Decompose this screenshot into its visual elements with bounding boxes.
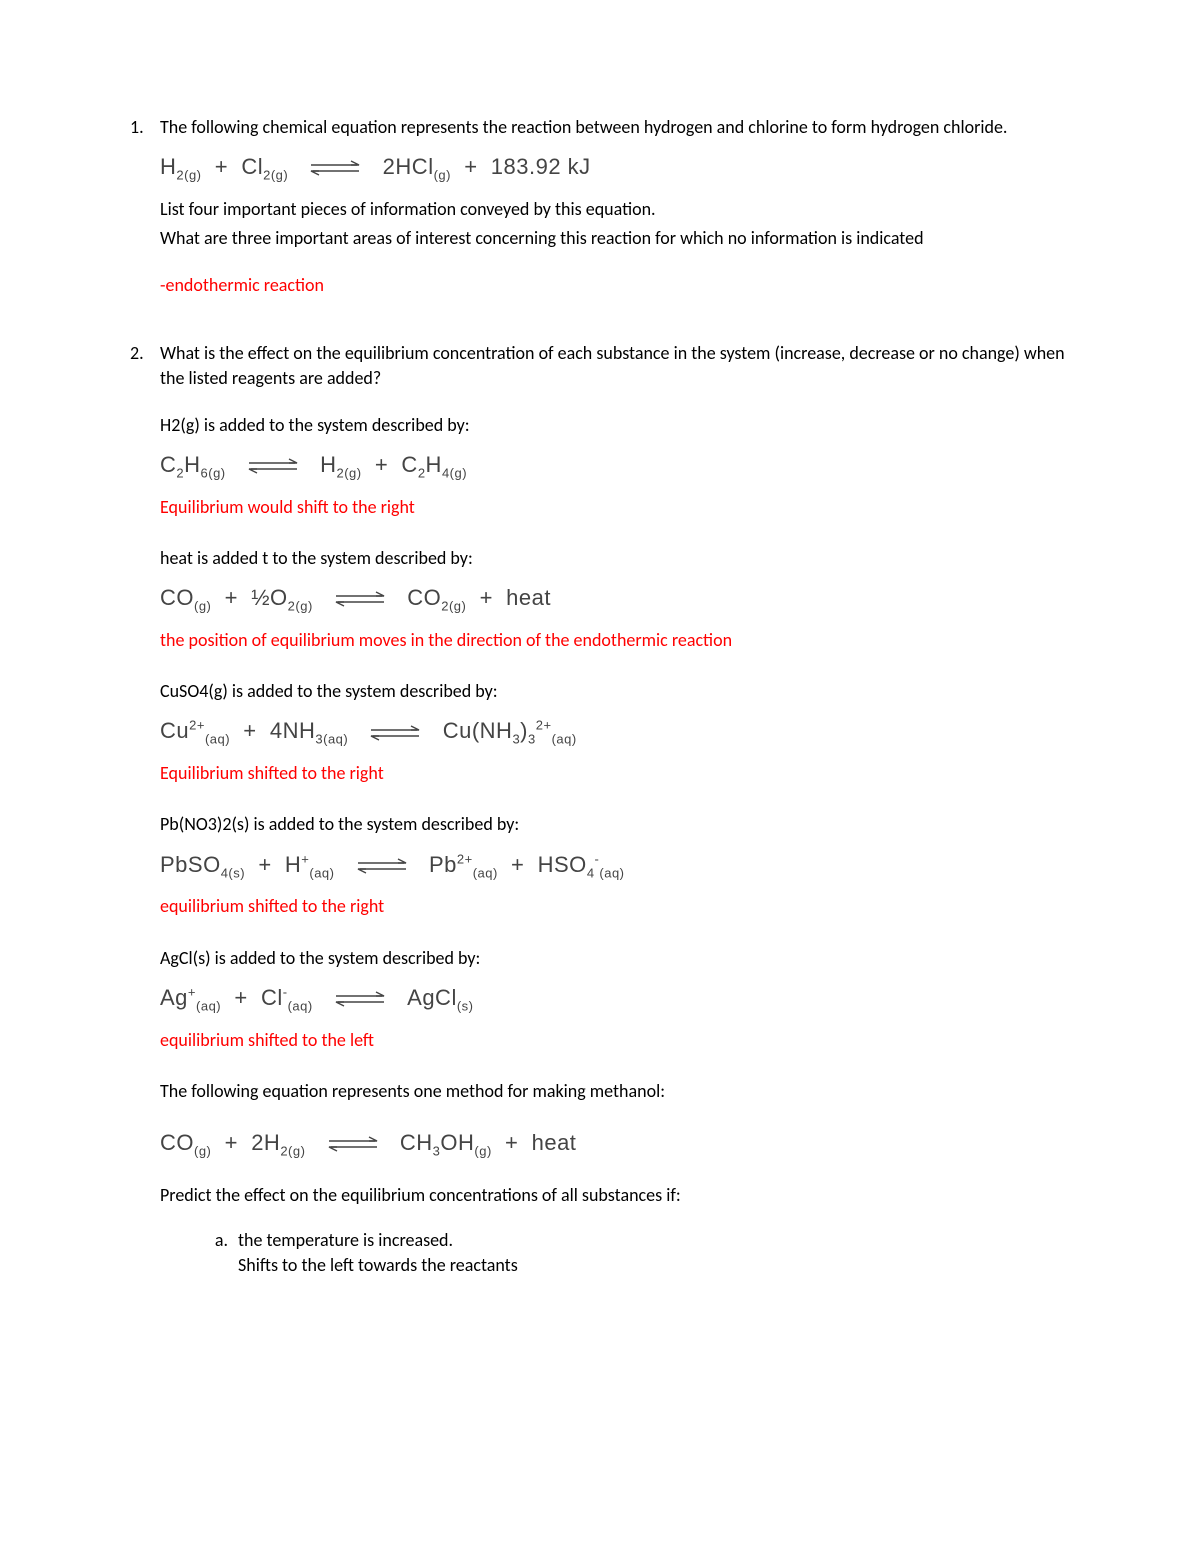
q2-part-2: CuSO4(g) is added to the system describe… [160, 679, 1070, 786]
q2-part-3-equation: PbSO4(s) + H+(aq) Pb2+(aq) + HSO4-(aq) [160, 850, 1070, 881]
q2-part-3-answer: equilibrium shifted to the right [160, 894, 1070, 919]
equilibrium-arrow-icon [356, 858, 408, 874]
q2-part-1-answer: the position of equilibrium moves in the… [160, 628, 1070, 653]
question-1: 1. The following chemical equation repre… [130, 115, 1070, 303]
q2-part-0-equation: C2H6(g) H2(g) + C2H4(g) [160, 450, 1070, 481]
q2-number: 2. [130, 341, 160, 1279]
equilibrium-arrow-icon [309, 160, 361, 176]
q1-equation: H2(g) + Cl2(g) 2HCl(g) + 183.92 kJ [160, 152, 1070, 183]
q2-sub-a-question: the temperature is increased. [238, 1228, 518, 1253]
equilibrium-arrow-icon [247, 458, 299, 474]
q2-part-0: H2(g) is added to the system described b… [160, 413, 1070, 520]
q1-number: 1. [130, 115, 160, 303]
question-2: 2. What is the effect on the equilibrium… [130, 341, 1070, 1279]
equilibrium-arrow-icon [369, 725, 421, 741]
q2-part-0-prompt: H2(g) is added to the system described b… [160, 413, 1070, 438]
q2-text: What is the effect on the equilibrium co… [160, 341, 1070, 391]
q2-part-4-equation: Ag+(aq) + Cl-(aq) AgCl(s) [160, 983, 1070, 1014]
q2-sub-a: a. the temperature is increased. Shifts … [208, 1228, 1070, 1278]
q2-part-1-prompt: heat is added t to the system described … [160, 546, 1070, 571]
q2-part-2-equation: Cu2+(aq) + 4NH3(aq) Cu(NH3)32+(aq) [160, 716, 1070, 747]
q2-part-0-answer: Equilibrium would shift to the right [160, 495, 1070, 520]
q2-part-2-prompt: CuSO4(g) is added to the system describe… [160, 679, 1070, 704]
q2-part-2-answer: Equilibrium shifted to the right [160, 761, 1070, 786]
q2-part-3-prompt: Pb(NO3)2(s) is added to the system descr… [160, 812, 1070, 837]
q1-answer: -endothermic reaction [160, 273, 1070, 298]
q2-followup-equation: CO(g) + 2H2(g) CH3OH(g) + heat [160, 1128, 1070, 1159]
equilibrium-arrow-icon [334, 591, 386, 607]
q2-part-3: Pb(NO3)2(s) is added to the system descr… [160, 812, 1070, 919]
q2-sub-a-answer: Shifts to the left towards the reactants [238, 1253, 518, 1278]
q1-text3: What are three important areas of intere… [160, 226, 1070, 251]
q2-part-4-answer: equilibrium shifted to the left [160, 1028, 1070, 1053]
equilibrium-arrow-icon [334, 991, 386, 1007]
q2-followup-text: The following equation represents one me… [160, 1079, 1070, 1104]
q2-part-4: AgCl(s) is added to the system described… [160, 946, 1070, 1053]
equilibrium-arrow-icon [327, 1136, 379, 1152]
q1-text1: The following chemical equation represen… [160, 115, 1070, 140]
q2-predict-text: Predict the effect on the equilibrium co… [160, 1183, 1070, 1208]
q1-text2: List four important pieces of informatio… [160, 197, 1070, 222]
q2-part-4-prompt: AgCl(s) is added to the system described… [160, 946, 1070, 971]
q2-part-1: heat is added t to the system described … [160, 546, 1070, 653]
q2-sub-a-letter: a. [208, 1228, 238, 1278]
q2-part-1-equation: CO(g) + ½O2(g) CO2(g) + heat [160, 583, 1070, 614]
